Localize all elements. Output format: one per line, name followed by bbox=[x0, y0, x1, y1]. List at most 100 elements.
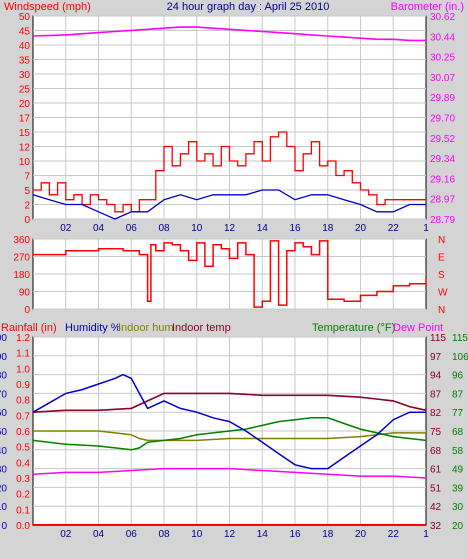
temperature-tick-label: 58 bbox=[452, 446, 464, 457]
wind-gust-series-line bbox=[33, 131, 426, 213]
right-tick-label: 29.89 bbox=[430, 93, 455, 104]
humidity-tick-label: 10 bbox=[0, 502, 7, 513]
barometer-series-line bbox=[32, 26, 426, 42]
compass-tick-label: N bbox=[438, 235, 445, 246]
dew-point-series-line bbox=[32, 467, 427, 479]
x-tick-label: 06 bbox=[126, 223, 138, 234]
indoor-temp-tick-label: 94 bbox=[430, 371, 442, 382]
temperature-tick-label: 30 bbox=[452, 502, 464, 513]
indoor-temp-label: Indoor temp bbox=[172, 322, 231, 334]
indoor-temp-tick-label: 87 bbox=[430, 389, 442, 400]
rainfall-tick-label: 0.6 bbox=[16, 427, 30, 438]
windspeed-axis-label: Windspeed (mph) bbox=[4, 1, 91, 13]
indoor-temp-tick-label: 97 bbox=[430, 352, 442, 363]
rainfall-tick-label: 0.4 bbox=[16, 458, 30, 469]
right-tick-label: 29.70 bbox=[430, 114, 455, 125]
rainfall-tick-label: 0.2 bbox=[16, 490, 30, 501]
indoor-temp-tick-label: 51 bbox=[430, 483, 442, 494]
left-tick-label: 0 bbox=[24, 305, 30, 316]
wind-direction-series-line bbox=[33, 240, 427, 308]
temperature-tick-label: 77 bbox=[452, 408, 464, 419]
humidity-tick-label: 70 bbox=[0, 389, 7, 400]
x-tick-label: 04 bbox=[93, 223, 105, 234]
indoor-temp-tick-label: 82 bbox=[430, 408, 442, 419]
rainfall-tick-label: 1.0 bbox=[16, 364, 30, 375]
left-tick-label: 45 bbox=[19, 27, 31, 38]
temperature-humidity-panel: 0204060810121416182022101020304050607080… bbox=[0, 333, 468, 540]
x-tick-label: 20 bbox=[355, 223, 367, 234]
right-tick-label: 30.44 bbox=[430, 32, 455, 43]
humidity-axis-label: Humidity % bbox=[65, 322, 121, 334]
x-tick-label: 14 bbox=[257, 223, 269, 234]
temperature-tick-label: 20 bbox=[452, 521, 464, 532]
indoor-temp-series-line bbox=[32, 392, 427, 413]
left-tick-label: 360 bbox=[13, 235, 30, 246]
right-tick-label: 30.07 bbox=[430, 73, 455, 84]
compass-tick-label: E bbox=[438, 253, 445, 264]
left-tick-label: 17 bbox=[19, 114, 31, 125]
right-tick-label: 29.52 bbox=[430, 134, 455, 145]
humidity-tick-label: 90 bbox=[0, 352, 7, 363]
wind-barometer-panel: 02 04 06 08 10 12 14 16 18 20 22 102571012151720253… bbox=[19, 12, 456, 234]
rainfall-tick-label: 1.2 bbox=[16, 333, 30, 344]
humidity-tick-label: 20 bbox=[0, 483, 7, 494]
left-tick-label: 180 bbox=[13, 270, 30, 281]
left-tick-label: 5 bbox=[24, 186, 30, 197]
x-tick-label: 20 bbox=[355, 529, 367, 540]
x-tick-label: 1 bbox=[423, 223, 429, 234]
wind-average-series-line bbox=[32, 189, 426, 220]
temperature-axis-label: Temperature (°F) bbox=[312, 322, 395, 334]
compass-tick-label: N bbox=[438, 305, 445, 316]
right-tick-label: 28.79 bbox=[430, 215, 455, 226]
indoor-temp-tick-label: 75 bbox=[430, 427, 442, 438]
indoor-temp-tick-label: 61 bbox=[430, 465, 442, 476]
left-tick-label: 0 bbox=[24, 215, 30, 226]
indoor-temp-tick-label: 32 bbox=[430, 521, 442, 532]
temperature-tick-label: 96 bbox=[452, 371, 464, 382]
chart-title: 24 hour graph day : April 25 2010 bbox=[167, 1, 330, 13]
temperature-series-line bbox=[32, 417, 427, 451]
rainfall-tick-label: 0.0 bbox=[16, 521, 30, 532]
indoor-temp-tick-label: 115 bbox=[430, 333, 446, 344]
right-tick-label: 29.16 bbox=[430, 174, 455, 185]
indoor-temp-tick-label: 68 bbox=[430, 446, 442, 457]
x-tick-label: 16 bbox=[289, 529, 301, 540]
dew-point-axis-label: Dew Point bbox=[393, 322, 443, 334]
humidity-tick-label: 0 bbox=[1, 521, 7, 532]
temperature-tick-label: 115 bbox=[452, 333, 468, 344]
temperature-tick-label: 106 bbox=[452, 352, 468, 363]
x-tick-label: 18 bbox=[322, 223, 334, 234]
x-tick-label: 12 bbox=[224, 223, 236, 234]
x-tick-label: 16 bbox=[289, 223, 301, 234]
left-tick-label: 90 bbox=[19, 288, 31, 299]
x-tick-label: 08 bbox=[158, 223, 170, 234]
rainfall-tick-label: 0.9 bbox=[16, 380, 30, 391]
right-tick-label: 28.97 bbox=[430, 195, 455, 206]
temperature-tick-label: 49 bbox=[452, 465, 464, 476]
temperature-tick-label: 68 bbox=[452, 427, 464, 438]
humidity-tick-label: 60 bbox=[0, 408, 7, 419]
left-tick-label: 40 bbox=[19, 41, 31, 52]
humidity-tick-label: 30 bbox=[0, 465, 7, 476]
left-tick-label: 25 bbox=[19, 85, 31, 96]
humidity-tick-label: 50 bbox=[0, 427, 7, 438]
right-tick-label: 29.34 bbox=[430, 154, 455, 165]
left-tick-label: 30 bbox=[19, 70, 31, 81]
compass-tick-label: S bbox=[438, 270, 445, 281]
x-tick-label: 1 bbox=[423, 529, 429, 540]
left-tick-label: 2 bbox=[24, 201, 30, 212]
x-tick-label: 22 bbox=[388, 223, 400, 234]
left-tick-label: 20 bbox=[19, 99, 31, 110]
rainfall-tick-label: 0.5 bbox=[16, 443, 30, 454]
rainfall-axis-label: Rainfall (in) bbox=[1, 322, 57, 334]
rainfall-tick-label: 0.3 bbox=[16, 474, 30, 485]
rainfall-tick-label: 0.8 bbox=[16, 396, 30, 407]
x-tick-label: 14 bbox=[257, 529, 269, 540]
left-tick-label: 15 bbox=[19, 128, 31, 139]
left-tick-label: 35 bbox=[19, 56, 31, 67]
humidity-tick-label: 40 bbox=[0, 446, 7, 457]
x-tick-label: 04 bbox=[93, 529, 105, 540]
indoor-hum-label: Indoor hum bbox=[118, 322, 174, 334]
